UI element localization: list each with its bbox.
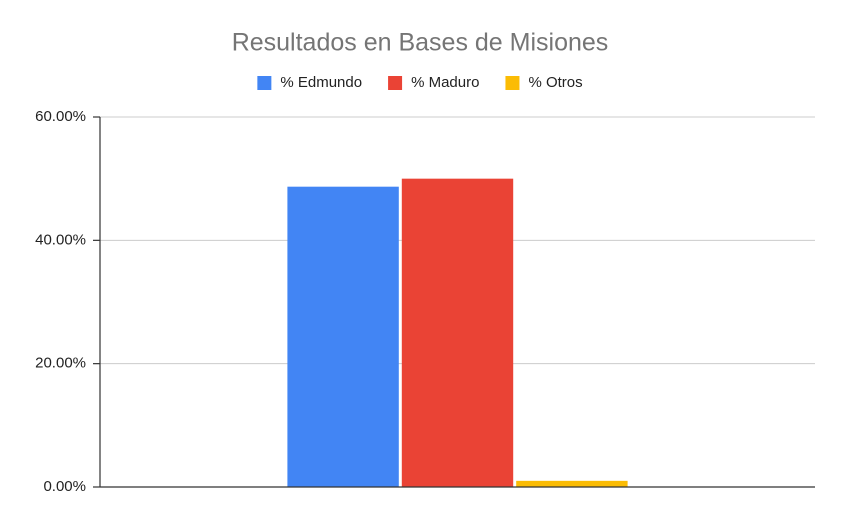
legend-label: % Otros [528,74,582,91]
legend-swatch [388,76,403,90]
y-tick-label: 60.00% [35,108,86,125]
legend-label: % Maduro [411,74,479,91]
bar [516,480,628,487]
legend-swatch [505,76,520,90]
y-tick-label: 0.00% [43,478,86,495]
legend: % Edmundo % Maduro % Otros [257,74,583,91]
bar [401,178,514,487]
legend-label: % Edmundo [280,74,362,91]
legend-swatch [257,76,272,90]
y-tick-label: 40.00% [35,231,86,248]
y-tick-label: 20.00% [35,355,86,372]
chart-title: Resultados en Bases de Misiones [232,29,609,57]
bar [287,186,399,487]
